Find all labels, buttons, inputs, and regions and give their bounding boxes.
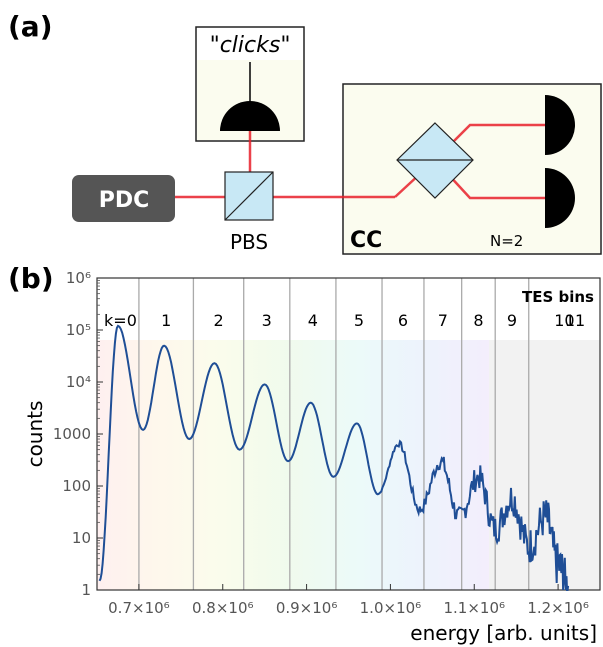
cc-label: CC [350, 228, 382, 253]
x-tick-label: 1.0×10⁶ [360, 599, 422, 617]
click-detector-box: "clicks" [195, 26, 305, 142]
bin-label: 2 [213, 311, 223, 330]
x-axis-label: energy [arb. units] [410, 621, 597, 645]
x-ticks: 0.7×10⁶ 0.8×10⁶ 0.9×10⁶ 1.0×10⁶ 1.1×10⁶ 1.2×1… [108, 584, 589, 617]
pbs-cube: PBS [224, 171, 274, 254]
bin-label: 10 [554, 311, 574, 330]
y-tick-label: 1 [81, 581, 91, 599]
pdc-label: PDC [99, 188, 150, 213]
x-tick-label: 0.9×10⁶ [276, 599, 338, 617]
pbs-label: PBS [230, 230, 268, 254]
x-tick-label: 1.2×10⁶ [527, 599, 589, 617]
counts-curve [98, 324, 570, 591]
panel-b-label: (b) [8, 262, 54, 295]
x-tick-label: 1.1×10⁶ [443, 599, 505, 617]
cc-n-label: N=2 [490, 232, 523, 250]
cc-beamsplitter [396, 122, 474, 199]
bin-label: 8 [473, 311, 483, 330]
chart: 1 10 100 1000 10⁴ 10⁵ 10⁶ 0.7×10⁶ 0.8×10⁶ 0.9×10… [23, 269, 601, 645]
y-tick-label: 1000 [53, 425, 91, 443]
y-tick-label: 10⁴ [66, 373, 91, 391]
bin-label: 9 [507, 311, 517, 330]
y-ticks: 1 10 100 1000 10⁴ 10⁵ 10⁶ [53, 269, 103, 599]
x-tick-label: 0.8×10⁶ [192, 599, 254, 617]
bin-label: 1 [161, 311, 171, 330]
click-detector-icon [220, 101, 280, 131]
cc-detector-top-icon [545, 95, 575, 155]
bin-label: k=0 [104, 311, 137, 330]
y-tick-label: 10⁶ [66, 269, 91, 287]
bin-label: 4 [308, 311, 318, 330]
cc-detector-bottom-icon [545, 168, 575, 228]
y-tick-label: 10 [72, 529, 91, 547]
y-tick-label: 10⁵ [66, 321, 91, 339]
bin-label: 3 [262, 311, 272, 330]
clicks-label: "clicks" [210, 33, 291, 58]
bin-label: 11 [565, 311, 585, 330]
bin-lines [138, 278, 530, 590]
bin-label: 5 [354, 311, 364, 330]
x-tick-label: 0.7×10⁶ [108, 599, 170, 617]
bin-label: 7 [438, 311, 448, 330]
pdc-source: PDC [72, 175, 175, 222]
y-tick-label: 100 [62, 477, 91, 495]
y-axis-label: counts [23, 401, 47, 468]
panel-a-label: (a) [8, 10, 53, 43]
tes-bins-label: TES bins [522, 288, 594, 306]
bin-label: 6 [398, 311, 408, 330]
bin-11-background [489, 340, 600, 590]
